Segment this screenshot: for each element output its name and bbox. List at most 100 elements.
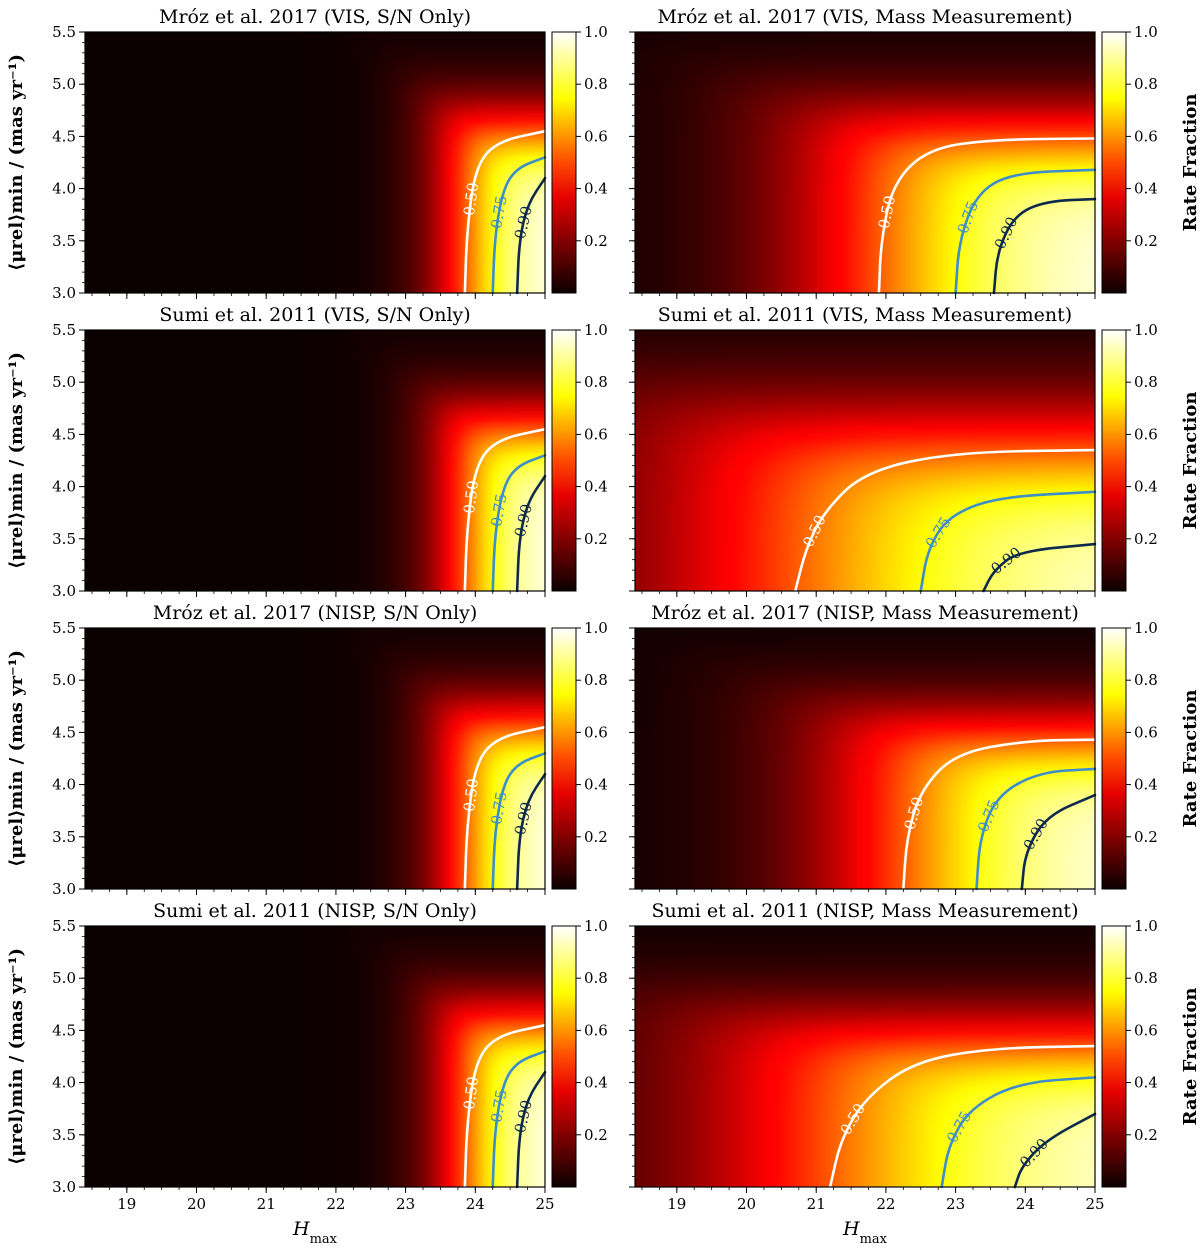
y-tick-label: 3.0 bbox=[52, 582, 76, 600]
x-tick-label: 21 bbox=[257, 1195, 276, 1213]
colorbar-tick-label: 0.2 bbox=[1134, 232, 1158, 250]
y-axis-label: ⟨μrel⟩min / (mas yr⁻¹) bbox=[6, 650, 27, 867]
y-tick-label: 3.5 bbox=[52, 1126, 76, 1144]
contour-line-0-90 bbox=[515, 474, 547, 593]
panel-title: Mróz et al. 2017 (NISP, S/N Only) bbox=[153, 602, 478, 624]
colorbar-tick-label: 0.8 bbox=[1134, 75, 1158, 93]
y-tick-label: 5.5 bbox=[52, 619, 76, 637]
colorbar-tick-label: 1.0 bbox=[1134, 23, 1158, 41]
y-tick-label: 3.5 bbox=[52, 232, 76, 250]
x-tick-label: 24 bbox=[1016, 1195, 1035, 1213]
panel-title: Sumi et al. 2011 (NISP, S/N Only) bbox=[153, 900, 477, 922]
colorbar bbox=[1101, 31, 1127, 294]
colorbar bbox=[551, 627, 577, 890]
panel-title: Sumi et al. 2011 (VIS, Mass Measurement) bbox=[658, 304, 1072, 326]
contour-line-0-90 bbox=[992, 197, 1097, 295]
contour-line-0-50 bbox=[902, 738, 1097, 891]
contour-line-0-50 bbox=[828, 1044, 1097, 1189]
x-tick-label: 23 bbox=[946, 1195, 965, 1213]
y-tick-label: 4.5 bbox=[52, 723, 76, 741]
colorbar-tick-label: 0.8 bbox=[584, 969, 608, 987]
contour-label: 0.50 bbox=[460, 777, 482, 812]
y-tick-label: 3.0 bbox=[52, 284, 76, 302]
colorbar-tick-label: 0.8 bbox=[1134, 671, 1158, 689]
colorbar-tick-label: 1.0 bbox=[584, 23, 608, 41]
y-tick-label: 5.0 bbox=[52, 75, 76, 93]
plot-frame bbox=[634, 627, 1096, 890]
contour-line-0-75 bbox=[491, 155, 547, 295]
colorbar-tick-label: 0.6 bbox=[1134, 127, 1158, 145]
colorbar-tick-label: 0.4 bbox=[584, 776, 608, 794]
colorbar-tick-label: 0.4 bbox=[1134, 180, 1158, 198]
colorbar-tick-label: 1.0 bbox=[584, 917, 608, 935]
colorbar-tick-label: 0.4 bbox=[1134, 478, 1158, 496]
y-tick-label: 5.0 bbox=[52, 671, 76, 689]
contour-line-0-75 bbox=[975, 767, 1097, 891]
colorbar-label: Rate Fraction bbox=[1180, 690, 1200, 828]
contour-line-0-50 bbox=[463, 725, 547, 891]
x-tick-label: 24 bbox=[466, 1195, 485, 1213]
heatmap-image bbox=[635, 330, 1095, 591]
panel-title: Sumi et al. 2011 (VIS, S/N Only) bbox=[159, 304, 470, 326]
y-axis-label: ⟨μrel⟩min / (mas yr⁻¹) bbox=[6, 54, 27, 271]
contour-line-0-50 bbox=[463, 427, 547, 593]
colorbar-tick-label: 0.4 bbox=[584, 478, 608, 496]
heatmap-image bbox=[85, 330, 545, 591]
y-tick-label: 4.0 bbox=[52, 1074, 76, 1092]
y-tick-label: 4.0 bbox=[52, 180, 76, 198]
colorbar-tick-label: 1.0 bbox=[1134, 619, 1158, 637]
x-tick-label: 25 bbox=[1085, 1195, 1104, 1213]
colorbar-tick-label: 0.2 bbox=[1134, 1126, 1158, 1144]
colorbar-label: Rate Fraction bbox=[1180, 94, 1200, 232]
colorbar bbox=[551, 329, 577, 592]
colorbar-tick-label: 0.6 bbox=[1134, 723, 1158, 741]
y-tick-label: 3.0 bbox=[52, 1178, 76, 1196]
x-axis-label-sub: max bbox=[310, 1232, 338, 1247]
contour-label: 0.50 bbox=[460, 181, 482, 216]
panel-3: Sumi et al. 2011 (VIS, S/N Only) 0.50 0.75… bbox=[6, 304, 608, 600]
colorbar-tick-label: 0.6 bbox=[1134, 425, 1158, 443]
colorbar-tick-label: 0.8 bbox=[584, 373, 608, 391]
colorbar-tick-label: 0.4 bbox=[584, 180, 608, 198]
contour-line-0-90 bbox=[515, 772, 547, 891]
colorbar-tick-label: 1.0 bbox=[584, 321, 608, 339]
contour-label: 0.75 bbox=[487, 790, 511, 826]
contour-label: 0.50 bbox=[460, 1075, 482, 1110]
contour-line-0-90 bbox=[982, 542, 1097, 593]
contour-line-0-75 bbox=[954, 168, 1097, 295]
x-axis-label-main: H bbox=[292, 1218, 310, 1240]
heatmap-image bbox=[635, 628, 1095, 889]
panel-title: Mróz et al. 2017 (NISP, Mass Measurement… bbox=[651, 602, 1079, 624]
colorbar-tick-label: 0.6 bbox=[1134, 1021, 1158, 1039]
x-axis-label: Hmax bbox=[292, 1218, 338, 1247]
contour-line-0-90 bbox=[515, 176, 547, 295]
x-tick-label: 20 bbox=[187, 1195, 206, 1213]
colorbar bbox=[551, 31, 577, 294]
x-tick-label: 19 bbox=[117, 1195, 136, 1213]
colorbar-tick-label: 0.2 bbox=[584, 530, 608, 548]
plot-frame bbox=[634, 925, 1096, 1188]
heatmap-image bbox=[85, 32, 545, 293]
contour-line-0-50 bbox=[463, 129, 547, 295]
colorbar-tick-label: 0.8 bbox=[584, 75, 608, 93]
x-tick-label: 20 bbox=[737, 1195, 756, 1213]
y-tick-label: 5.0 bbox=[52, 373, 76, 391]
colorbar-label: Rate Fraction bbox=[1180, 392, 1200, 530]
y-tick-label: 5.5 bbox=[52, 917, 76, 935]
contour-line-0-90 bbox=[515, 1070, 547, 1189]
x-tick-label: 22 bbox=[876, 1195, 895, 1213]
contour-line-0-50 bbox=[877, 137, 1097, 295]
y-tick-label: 5.5 bbox=[52, 23, 76, 41]
y-tick-label: 4.0 bbox=[52, 776, 76, 794]
contour-label: 0.75 bbox=[487, 1088, 511, 1124]
colorbar-tick-label: 0.6 bbox=[584, 723, 608, 741]
plot-frame bbox=[84, 31, 546, 294]
colorbar bbox=[551, 925, 577, 1188]
heatmap-image bbox=[85, 926, 545, 1187]
contour-line-0-75 bbox=[491, 1049, 547, 1189]
colorbar bbox=[1101, 925, 1127, 1188]
colorbar-tick-label: 1.0 bbox=[1134, 917, 1158, 935]
x-axis-label-main: H bbox=[842, 1218, 860, 1240]
contour-line-0-75 bbox=[940, 1076, 1097, 1189]
